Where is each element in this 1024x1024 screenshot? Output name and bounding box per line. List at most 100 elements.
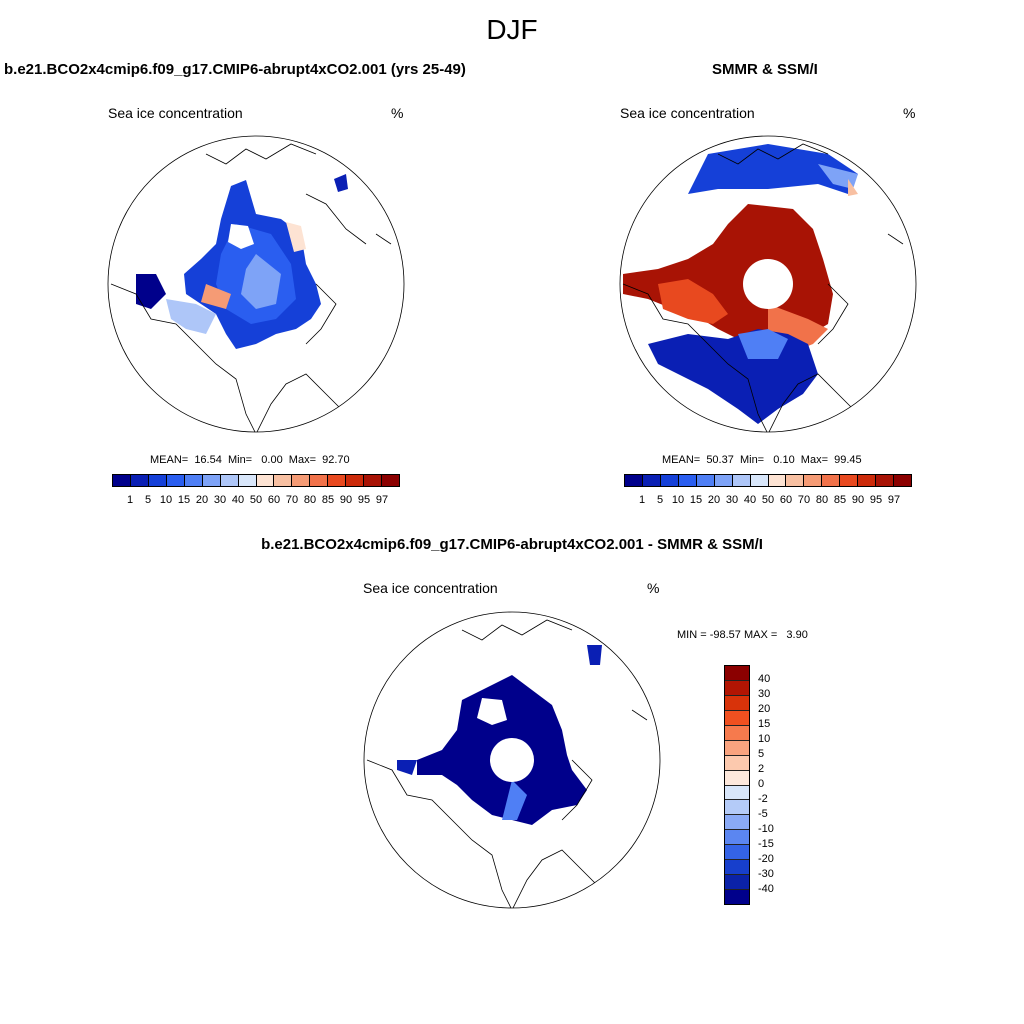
- colorbar-swatch: [364, 475, 383, 486]
- colorbar-swatch: [148, 475, 167, 486]
- colorbar-tick-label: 85: [833, 494, 847, 506]
- colorbar-swatch: [625, 475, 643, 486]
- diff-colorbar: [724, 665, 750, 905]
- colorbar-tick-label: 40: [231, 494, 245, 506]
- colorbar-swatch: [725, 785, 749, 801]
- obs-colorbar: [624, 474, 912, 487]
- colorbar-swatch: [382, 475, 399, 486]
- colorbar-swatch: [840, 475, 859, 486]
- colorbar-tick-label: 70: [797, 494, 811, 506]
- diff-variable-label: Sea ice concentration: [363, 580, 498, 596]
- colorbar-tick-label: 1: [638, 494, 646, 506]
- diff-stats: MIN = -98.57 MAX = 3.90: [677, 629, 808, 641]
- diff-units-label: %: [647, 580, 660, 596]
- model-stats: MEAN= 16.54 Min= 0.00 Max= 92.70: [150, 454, 350, 466]
- colorbar-swatch: [750, 475, 769, 486]
- colorbar-tick-label: -10: [758, 823, 774, 835]
- obs-polar-map: [619, 135, 917, 433]
- colorbar-swatch: [725, 666, 749, 681]
- obs-stats: MEAN= 50.37 Min= 0.10 Max= 99.45: [662, 454, 862, 466]
- colorbar-swatch: [725, 875, 749, 891]
- colorbar-swatch: [678, 475, 697, 486]
- colorbar-tick-label: -2: [758, 793, 768, 805]
- colorbar-tick-label: 95: [357, 494, 371, 506]
- colorbar-swatch: [642, 475, 661, 486]
- obs-variable-label: Sea ice concentration: [620, 105, 755, 121]
- colorbar-swatch: [725, 710, 749, 726]
- colorbar-swatch: [220, 475, 239, 486]
- colorbar-tick-label: 5: [144, 494, 152, 506]
- colorbar-swatch: [725, 695, 749, 711]
- colorbar-swatch: [202, 475, 221, 486]
- colorbar-tick-label: 15: [689, 494, 703, 506]
- colorbar-tick-label: 15: [758, 718, 771, 730]
- colorbar-swatch: [725, 725, 749, 741]
- colorbar-tick-label: 10: [758, 733, 771, 745]
- colorbar-swatch: [725, 800, 749, 816]
- colorbar-swatch: [346, 475, 365, 486]
- colorbar-swatch: [725, 890, 749, 904]
- colorbar-tick-label: 30: [758, 688, 771, 700]
- colorbar-tick-label: -5: [758, 808, 768, 820]
- colorbar-tick-label: 60: [779, 494, 793, 506]
- colorbar-swatch: [184, 475, 203, 486]
- colorbar-tick-label: 50: [249, 494, 263, 506]
- colorbar-tick-label: 50: [761, 494, 775, 506]
- colorbar-tick-label: 85: [321, 494, 335, 506]
- colorbar-swatch: [725, 830, 749, 846]
- colorbar-tick-label: 5: [656, 494, 664, 506]
- colorbar-swatch: [130, 475, 149, 486]
- colorbar-swatch: [725, 845, 749, 861]
- colorbar-swatch: [238, 475, 257, 486]
- model-variable-label: Sea ice concentration: [108, 105, 243, 121]
- diff-panel-title: b.e21.BCO2x4cmip6.f09_g17.CMIP6-abrupt4x…: [261, 536, 763, 553]
- colorbar-swatch: [660, 475, 679, 486]
- colorbar-tick-label: 30: [213, 494, 227, 506]
- colorbar-swatch: [725, 815, 749, 831]
- colorbar-tick-label: 80: [815, 494, 829, 506]
- colorbar-tick-label: 20: [758, 703, 771, 715]
- colorbar-tick-label: 40: [743, 494, 757, 506]
- colorbar-swatch: [328, 475, 347, 486]
- colorbar-tick-label: 60: [267, 494, 281, 506]
- colorbar-tick-label: 1: [126, 494, 134, 506]
- colorbar-tick-label: -20: [758, 853, 774, 865]
- colorbar-swatch: [732, 475, 751, 486]
- colorbar-swatch: [786, 475, 805, 486]
- colorbar-swatch: [725, 740, 749, 756]
- colorbar-tick-label: 70: [285, 494, 299, 506]
- colorbar-tick-label: 5: [758, 748, 765, 760]
- colorbar-swatch: [894, 475, 911, 486]
- model-colorbar: [112, 474, 400, 487]
- colorbar-tick-label: -30: [758, 868, 774, 880]
- colorbar-swatch: [822, 475, 841, 486]
- colorbar-swatch: [256, 475, 275, 486]
- colorbar-tick-label: 15: [177, 494, 191, 506]
- colorbar-swatch: [113, 475, 131, 486]
- colorbar-tick-label: 95: [869, 494, 883, 506]
- colorbar-swatch: [274, 475, 293, 486]
- model-polar-map: [107, 135, 405, 433]
- colorbar-tick-label: 20: [195, 494, 209, 506]
- colorbar-tick-label: 90: [851, 494, 865, 506]
- colorbar-tick-label: 20: [707, 494, 721, 506]
- colorbar-swatch: [292, 475, 311, 486]
- figure-title: DJF: [486, 14, 538, 45]
- colorbar-swatch: [768, 475, 787, 486]
- colorbar-tick-label: 90: [339, 494, 353, 506]
- colorbar-tick-label: -15: [758, 838, 774, 850]
- model-panel-title: b.e21.BCO2x4cmip6.f09_g17.CMIP6-abrupt4x…: [4, 61, 466, 78]
- colorbar-tick-label: 97: [375, 494, 389, 506]
- obs-panel-title: SMMR & SSM/I: [712, 61, 818, 78]
- obs-units-label: %: [903, 105, 916, 121]
- colorbar-swatch: [166, 475, 185, 486]
- colorbar-swatch: [725, 755, 749, 771]
- colorbar-swatch: [725, 860, 749, 876]
- colorbar-swatch: [725, 770, 749, 786]
- colorbar-tick-label: 40: [758, 673, 771, 685]
- colorbar-swatch: [714, 475, 733, 486]
- colorbar-swatch: [804, 475, 823, 486]
- colorbar-tick-label: 0: [758, 778, 765, 790]
- colorbar-tick-label: 80: [303, 494, 317, 506]
- colorbar-swatch: [696, 475, 715, 486]
